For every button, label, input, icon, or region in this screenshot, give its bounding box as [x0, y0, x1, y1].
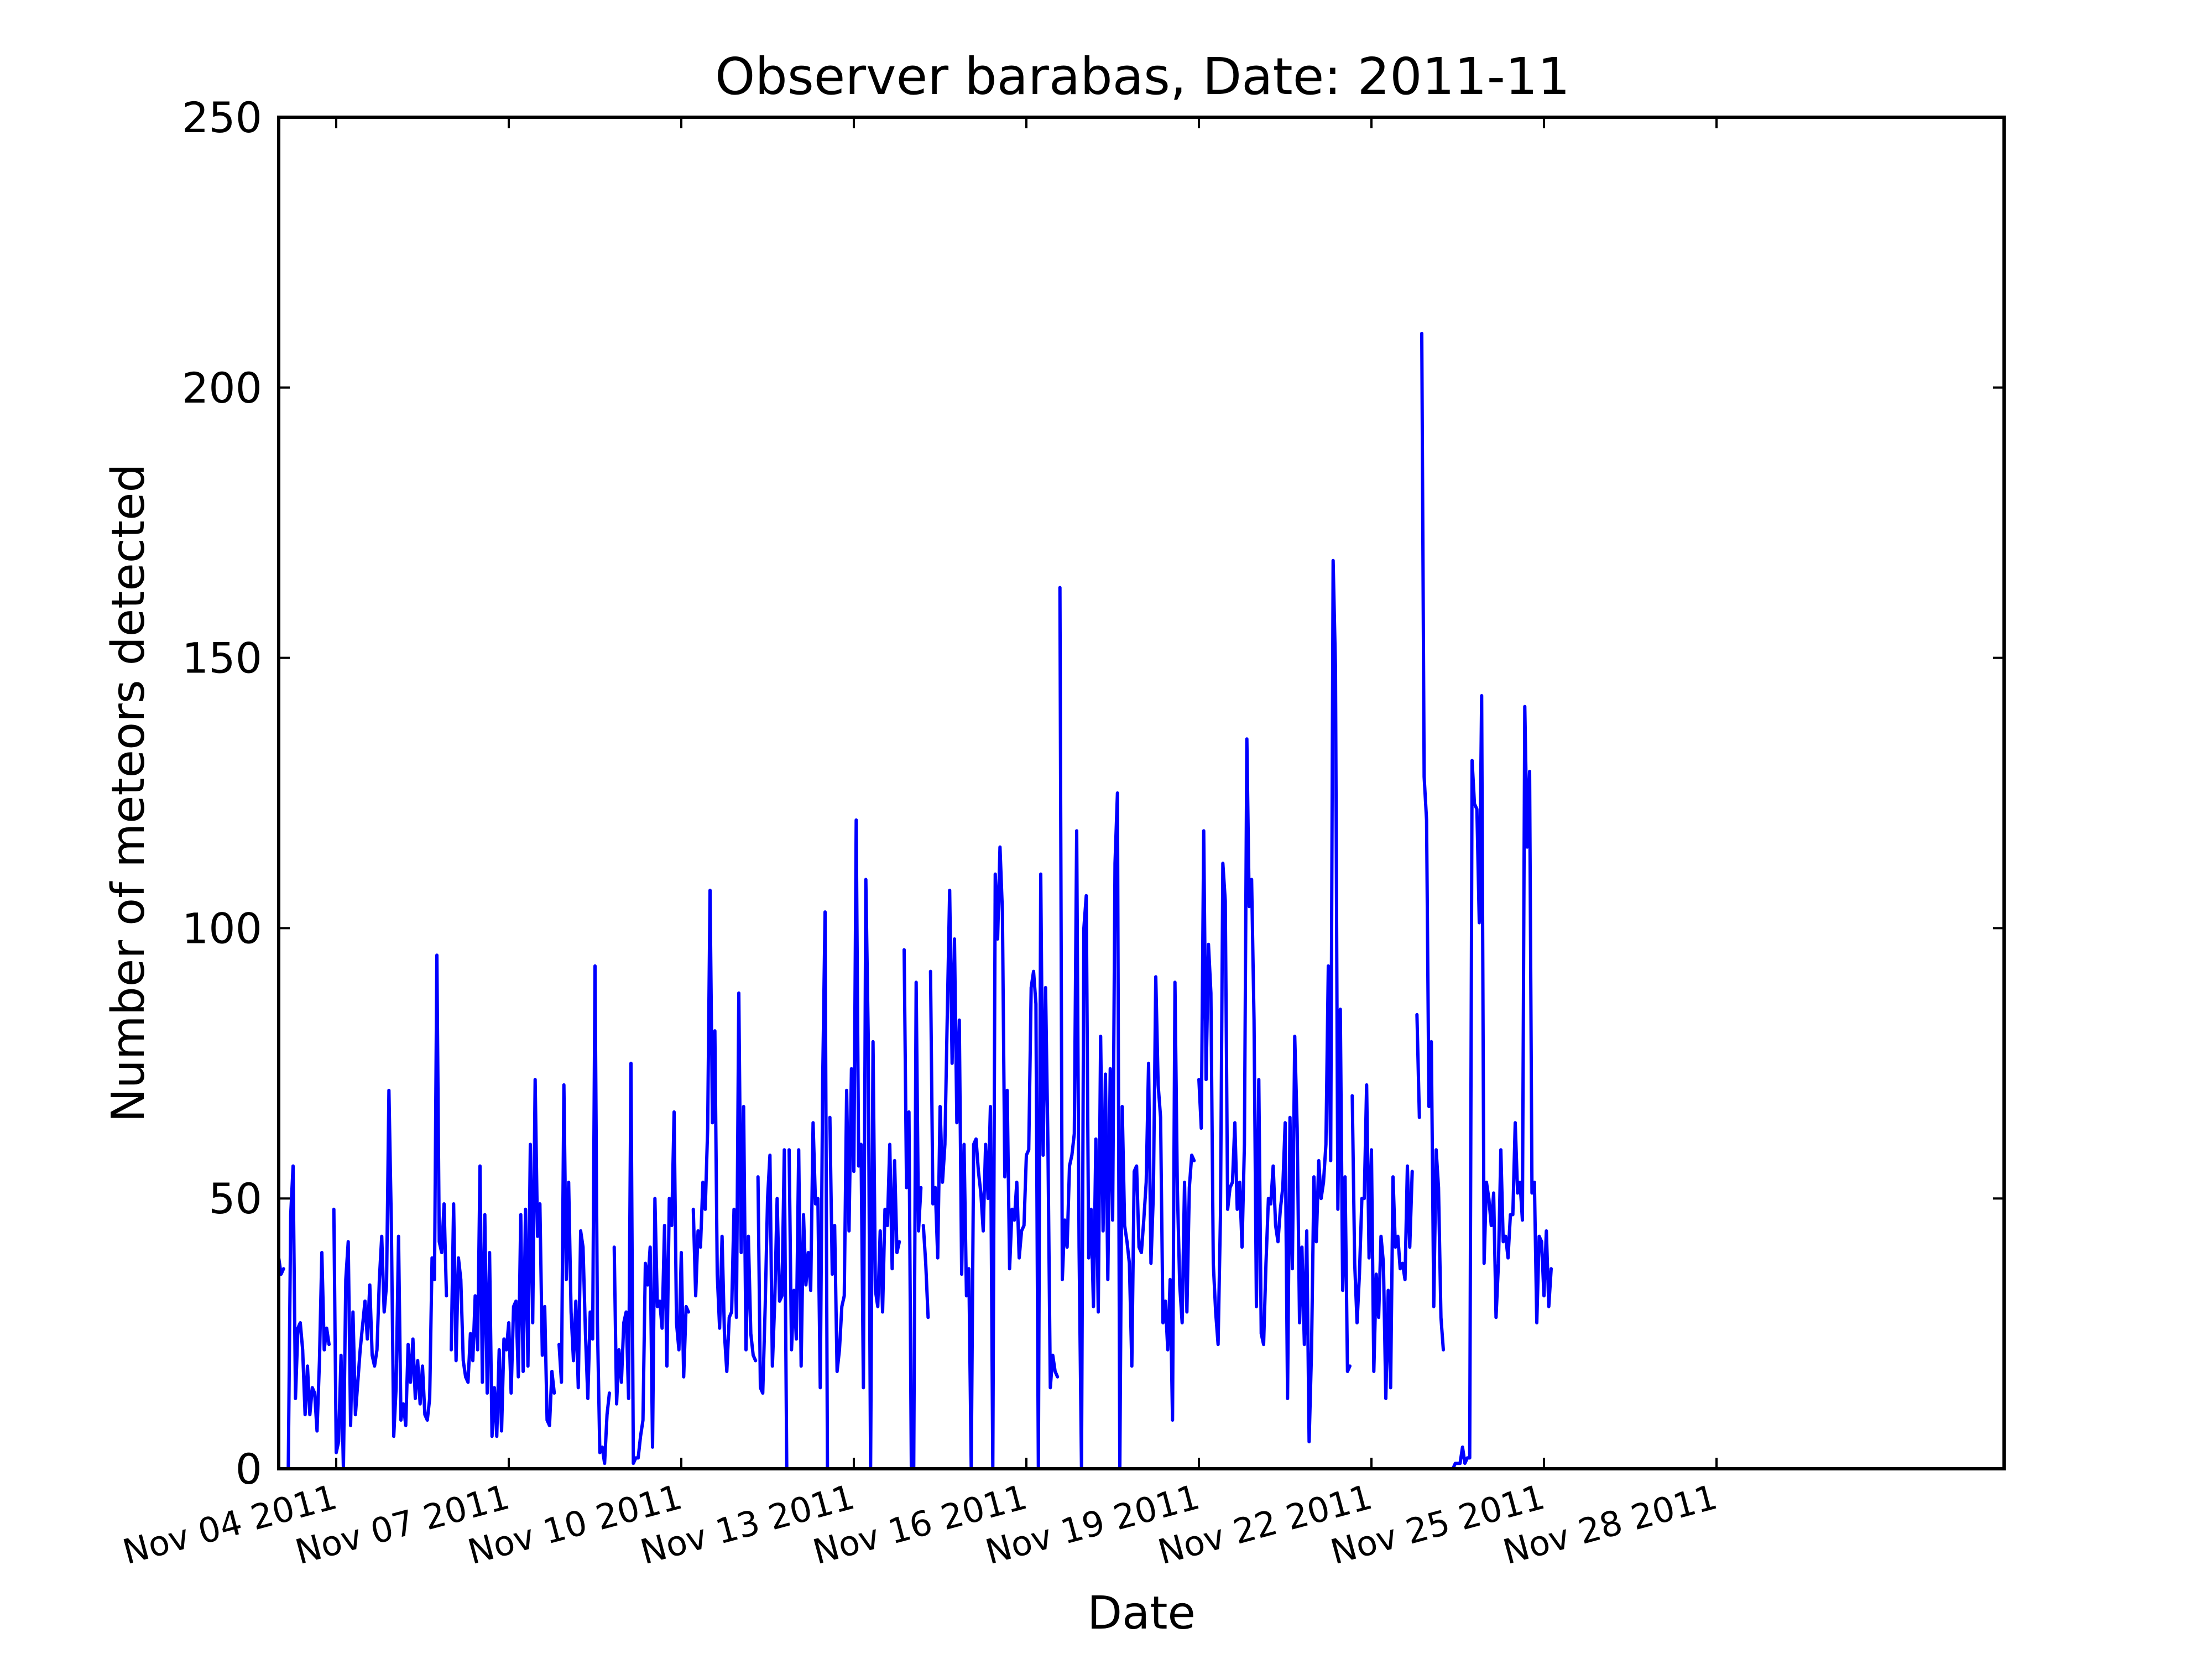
series-line-segment-19 — [1451, 694, 1553, 1470]
plot-series-group — [277, 332, 1553, 1470]
series-line-segment-14 — [1058, 586, 1196, 1470]
series-line-segment-6 — [691, 889, 758, 1373]
y-axis: 0 50 100 150 200 250 — [182, 93, 2004, 1494]
y-tick-label-50: 50 — [208, 1174, 262, 1223]
y-tick-label-150: 150 — [182, 634, 262, 683]
series-line-segment-15 — [1197, 559, 1352, 1444]
plot-frame — [277, 116, 2006, 1470]
series-line-segment-1 — [286, 1164, 331, 1470]
series-line-segment-4 — [557, 964, 611, 1465]
series-line-segment-3 — [450, 1078, 556, 1438]
series-line-segment-10 — [902, 948, 913, 1470]
y-tick-label-100: 100 — [182, 904, 262, 953]
series-line-segment-9 — [828, 818, 901, 1470]
series-line-segment-8 — [787, 910, 830, 1470]
series-line-segment-17 — [1415, 1013, 1421, 1119]
y-tick-label-250: 250 — [182, 93, 262, 142]
series-line-segment-12 — [921, 1224, 930, 1319]
series-line-segment-18 — [1420, 332, 1445, 1352]
series-line-segment-13 — [928, 845, 1060, 1470]
y-tick-label-200: 200 — [182, 363, 262, 413]
series-line-segment-11 — [912, 980, 923, 1470]
series-line-segment-2 — [332, 953, 448, 1470]
series-line-segment-7 — [756, 1148, 789, 1470]
y-axis-label: Number of meteors detected — [102, 463, 155, 1122]
y-tick-label-0: 0 — [236, 1444, 262, 1494]
series-line-segment-16 — [1350, 1083, 1414, 1400]
chart-title: Observer barabas, Date: 2011-11 — [715, 47, 1570, 106]
series-line-segment-5 — [612, 1061, 690, 1465]
x-axis-label: Date — [1087, 1587, 1196, 1640]
